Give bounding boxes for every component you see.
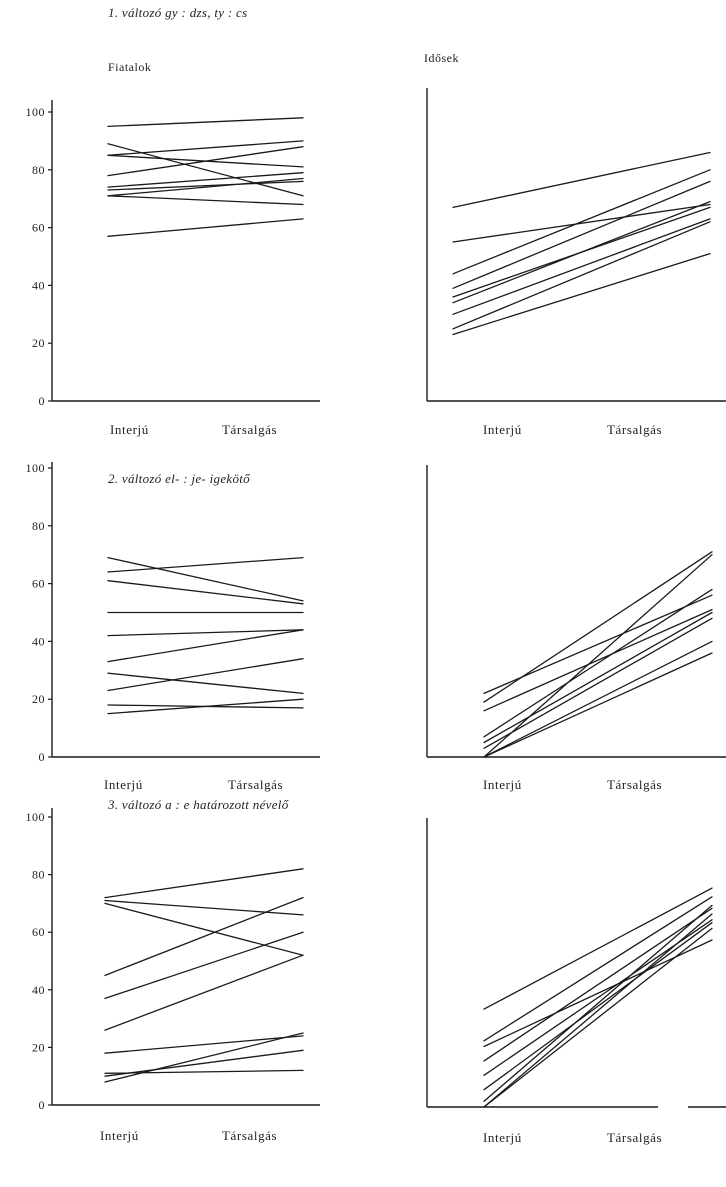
series-line	[107, 146, 304, 177]
y-tick-label: 100	[26, 810, 46, 824]
series-line	[104, 896, 304, 977]
series-line	[107, 658, 304, 692]
series-line	[452, 180, 711, 289]
panel-title: 1. változó gy : dzs, ty : cs	[108, 5, 247, 20]
x-category-label: Interjú	[483, 422, 522, 437]
group-label-elderly: Idősek	[424, 51, 459, 65]
series-line	[483, 551, 713, 703]
series-line	[107, 140, 304, 156]
series-line	[104, 902, 304, 956]
y-tick-label: 40	[32, 278, 45, 292]
series-line	[483, 887, 713, 1010]
series-line	[483, 608, 713, 712]
series-line	[107, 180, 304, 191]
series-line	[104, 1049, 304, 1077]
panel-title: 3. változó a : e határozott névelő	[107, 797, 289, 812]
y-tick-label: 80	[32, 519, 45, 533]
series-line	[107, 629, 304, 637]
series-line	[483, 617, 713, 749]
panel-title: 2. változó el- : je- igekötő	[108, 471, 250, 486]
series-line	[107, 117, 304, 128]
x-category-label: Interjú	[110, 422, 149, 437]
x-category-label: Társalgás	[607, 1130, 662, 1145]
series-line	[107, 556, 304, 602]
series-line	[483, 927, 713, 1108]
series-line	[483, 907, 713, 1062]
series-line	[104, 954, 304, 1031]
series-line	[104, 931, 304, 1000]
series-line	[452, 221, 711, 330]
y-tick-label: 80	[32, 163, 45, 177]
series-line	[104, 1032, 304, 1083]
series-line	[483, 904, 713, 1102]
series-line	[483, 640, 713, 758]
series-line	[107, 556, 304, 573]
series-line	[452, 252, 711, 336]
y-tick-label: 0	[39, 394, 46, 408]
series-line	[107, 218, 304, 237]
series-line	[452, 200, 711, 304]
y-tick-label: 100	[26, 105, 46, 119]
series-line	[452, 203, 711, 243]
series-line	[483, 922, 713, 1091]
series-line	[107, 629, 304, 663]
y-tick-label: 20	[32, 692, 45, 706]
series-line	[483, 896, 713, 1042]
y-tick-label: 20	[32, 1040, 45, 1054]
series-line	[104, 1069, 304, 1074]
x-category-label: Társalgás	[222, 1128, 277, 1143]
series-line	[452, 218, 711, 315]
x-category-label: Interjú	[483, 1130, 522, 1145]
x-category-label: Társalgás	[607, 777, 662, 792]
x-category-label: Interjú	[100, 1128, 139, 1143]
y-tick-label: 40	[32, 983, 45, 997]
series-line	[483, 652, 713, 758]
y-tick-label: 0	[39, 750, 46, 764]
series-line	[483, 554, 713, 758]
series-line	[104, 899, 304, 916]
y-tick-label: 80	[32, 868, 45, 882]
series-line	[483, 594, 713, 695]
series-line	[483, 588, 713, 738]
group-label-young: Fiatalok	[108, 60, 151, 74]
y-tick-label: 60	[32, 925, 45, 939]
series-line	[107, 672, 304, 695]
y-tick-label: 0	[39, 1098, 46, 1112]
series-line	[104, 1035, 304, 1054]
x-category-label: Társalgás	[222, 422, 277, 437]
series-line	[107, 580, 304, 605]
series-line	[104, 868, 304, 899]
y-tick-label: 20	[32, 336, 45, 350]
series-line	[107, 195, 304, 206]
x-category-label: Interjú	[483, 777, 522, 792]
x-category-label: Társalgás	[228, 777, 283, 792]
series-line	[452, 169, 711, 275]
x-category-label: Interjú	[104, 777, 143, 792]
y-tick-label: 60	[32, 577, 45, 591]
y-tick-label: 40	[32, 634, 45, 648]
series-line	[107, 177, 304, 197]
series-line	[107, 172, 304, 188]
series-line	[107, 698, 304, 715]
y-tick-label: 60	[32, 221, 45, 235]
x-category-label: Társalgás	[607, 422, 662, 437]
series-line	[452, 151, 711, 209]
series-line	[483, 913, 713, 1108]
y-tick-label: 100	[26, 461, 46, 475]
series-line	[483, 611, 713, 744]
